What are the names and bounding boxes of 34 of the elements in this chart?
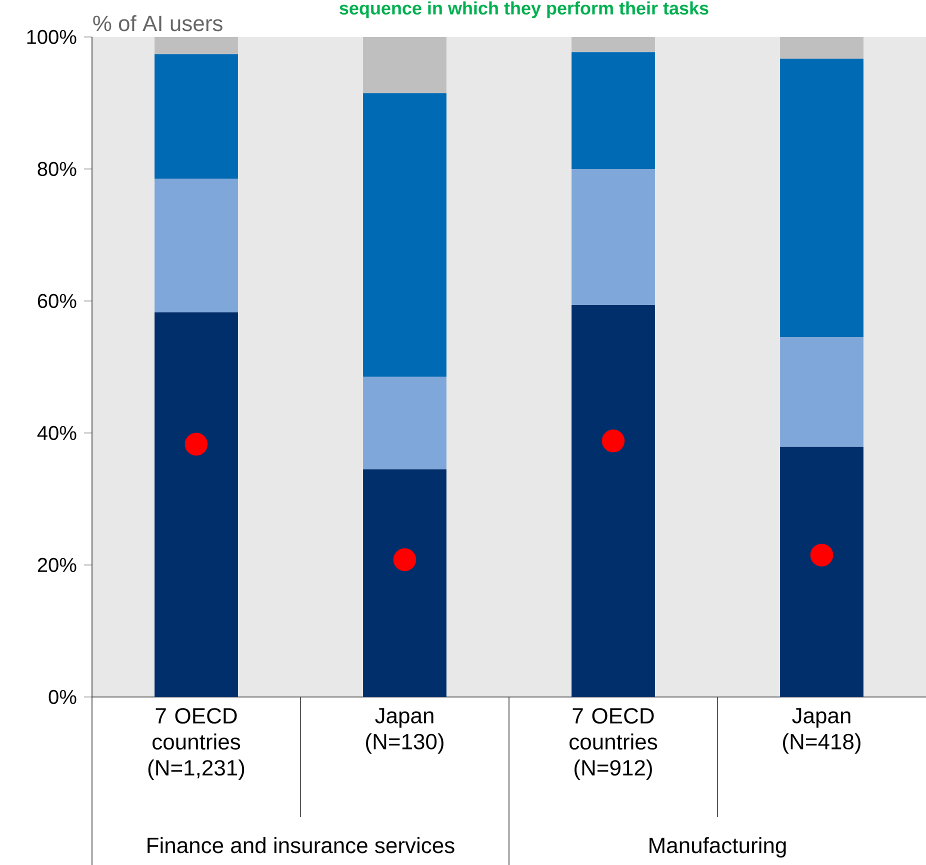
y-tick-label: 80% xyxy=(38,162,76,176)
bar xyxy=(154,178,238,312)
bar xyxy=(572,52,655,169)
x-tick-label: 7 OECD countries (N=1,231) xyxy=(148,708,244,780)
bar xyxy=(154,312,238,697)
bar xyxy=(363,469,446,697)
bar xyxy=(363,36,446,94)
bar xyxy=(780,58,864,338)
bar xyxy=(154,36,238,54)
y-tick-label: 100% xyxy=(27,30,76,44)
bar xyxy=(154,54,238,179)
text: Manufacturing xyxy=(650,837,786,858)
bar xyxy=(572,168,655,305)
point xyxy=(393,548,416,572)
y-tick-label: 0% xyxy=(48,690,76,704)
x-tick-label: Japan (N=418) xyxy=(783,708,860,754)
y-tick-label: 60% xyxy=(38,294,76,308)
y-tick-label: 20% xyxy=(38,558,76,572)
bar xyxy=(780,446,864,697)
point xyxy=(810,544,834,566)
point xyxy=(602,430,625,452)
bar xyxy=(363,93,446,377)
bar xyxy=(780,36,864,59)
point xyxy=(184,432,208,456)
x-tick-label: Japan (N=130) xyxy=(366,708,444,754)
bar xyxy=(572,304,655,697)
bar xyxy=(780,337,864,447)
bar xyxy=(572,36,655,52)
text: Finance and insurance services xyxy=(148,837,454,854)
y-axis-title: % of AI users xyxy=(93,15,222,32)
chart-title: sequence in which they perform their tasks xyxy=(340,1,708,18)
y-tick-label: 40% xyxy=(37,426,76,440)
bar xyxy=(363,376,446,470)
x-tick-label: 7 OECD countries (N=912) xyxy=(570,708,658,780)
